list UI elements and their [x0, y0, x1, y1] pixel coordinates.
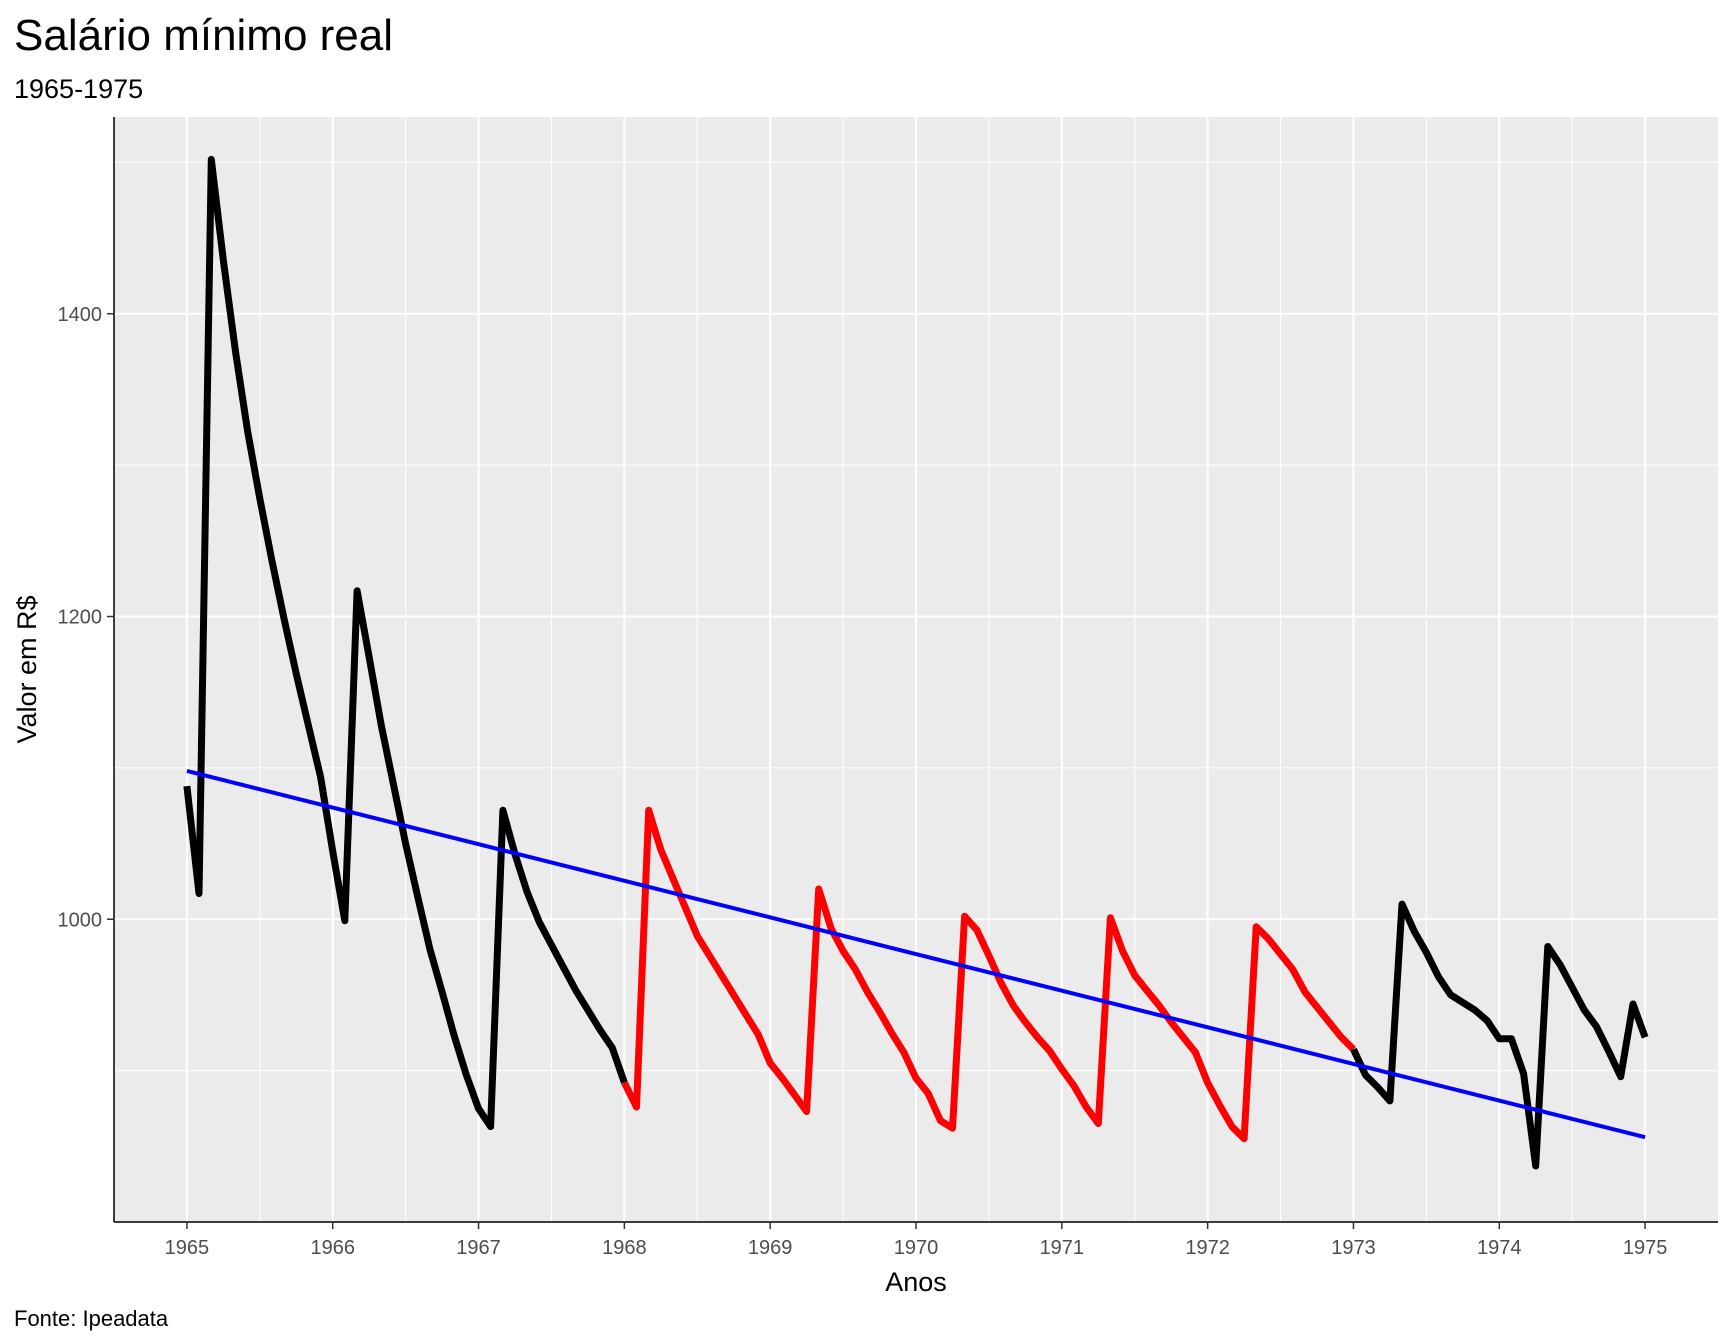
x-tick-label: 1974 [1477, 1237, 1522, 1259]
x-axis-title: Anos [885, 1267, 947, 1297]
x-tick-label: 1972 [1185, 1237, 1230, 1259]
x-tick-label: 1968 [602, 1237, 647, 1259]
y-tick-label: 1200 [58, 607, 103, 629]
x-tick-label: 1975 [1623, 1237, 1668, 1259]
series-line-1 [621, 806, 1356, 1143]
trend-line [186, 768, 1646, 1140]
y-tick-label: 1000 [58, 909, 103, 931]
chart-caption: Fonte: Ipeadata [14, 1306, 169, 1331]
x-tick-label: 1970 [894, 1237, 939, 1259]
x-tick-label: 1966 [310, 1237, 355, 1259]
series-layer [183, 155, 1649, 1170]
series-line-0 [183, 155, 628, 1131]
x-tick-label: 1967 [456, 1237, 501, 1259]
x-tick-label: 1969 [748, 1237, 793, 1259]
x-tick-label: 1971 [1040, 1237, 1085, 1259]
x-tick-label: 1973 [1331, 1237, 1376, 1259]
major-gridlines [114, 117, 1718, 1222]
y-axis-title: Valor em R$ [12, 595, 42, 743]
minor-gridlines [114, 117, 1718, 1222]
y-tick-label: 1400 [58, 304, 103, 326]
tick-labels: 1965 1966 1967 1968 1969 1970 1971 1972 1973 1974… [58, 304, 1668, 1259]
chart-title: Salário mínimo real [14, 11, 394, 60]
series-line-2 [1350, 900, 1649, 1170]
x-tick-label: 1965 [165, 1237, 210, 1259]
chart-subtitle: 1965-1975 [14, 74, 144, 104]
axes [107, 117, 1718, 1229]
